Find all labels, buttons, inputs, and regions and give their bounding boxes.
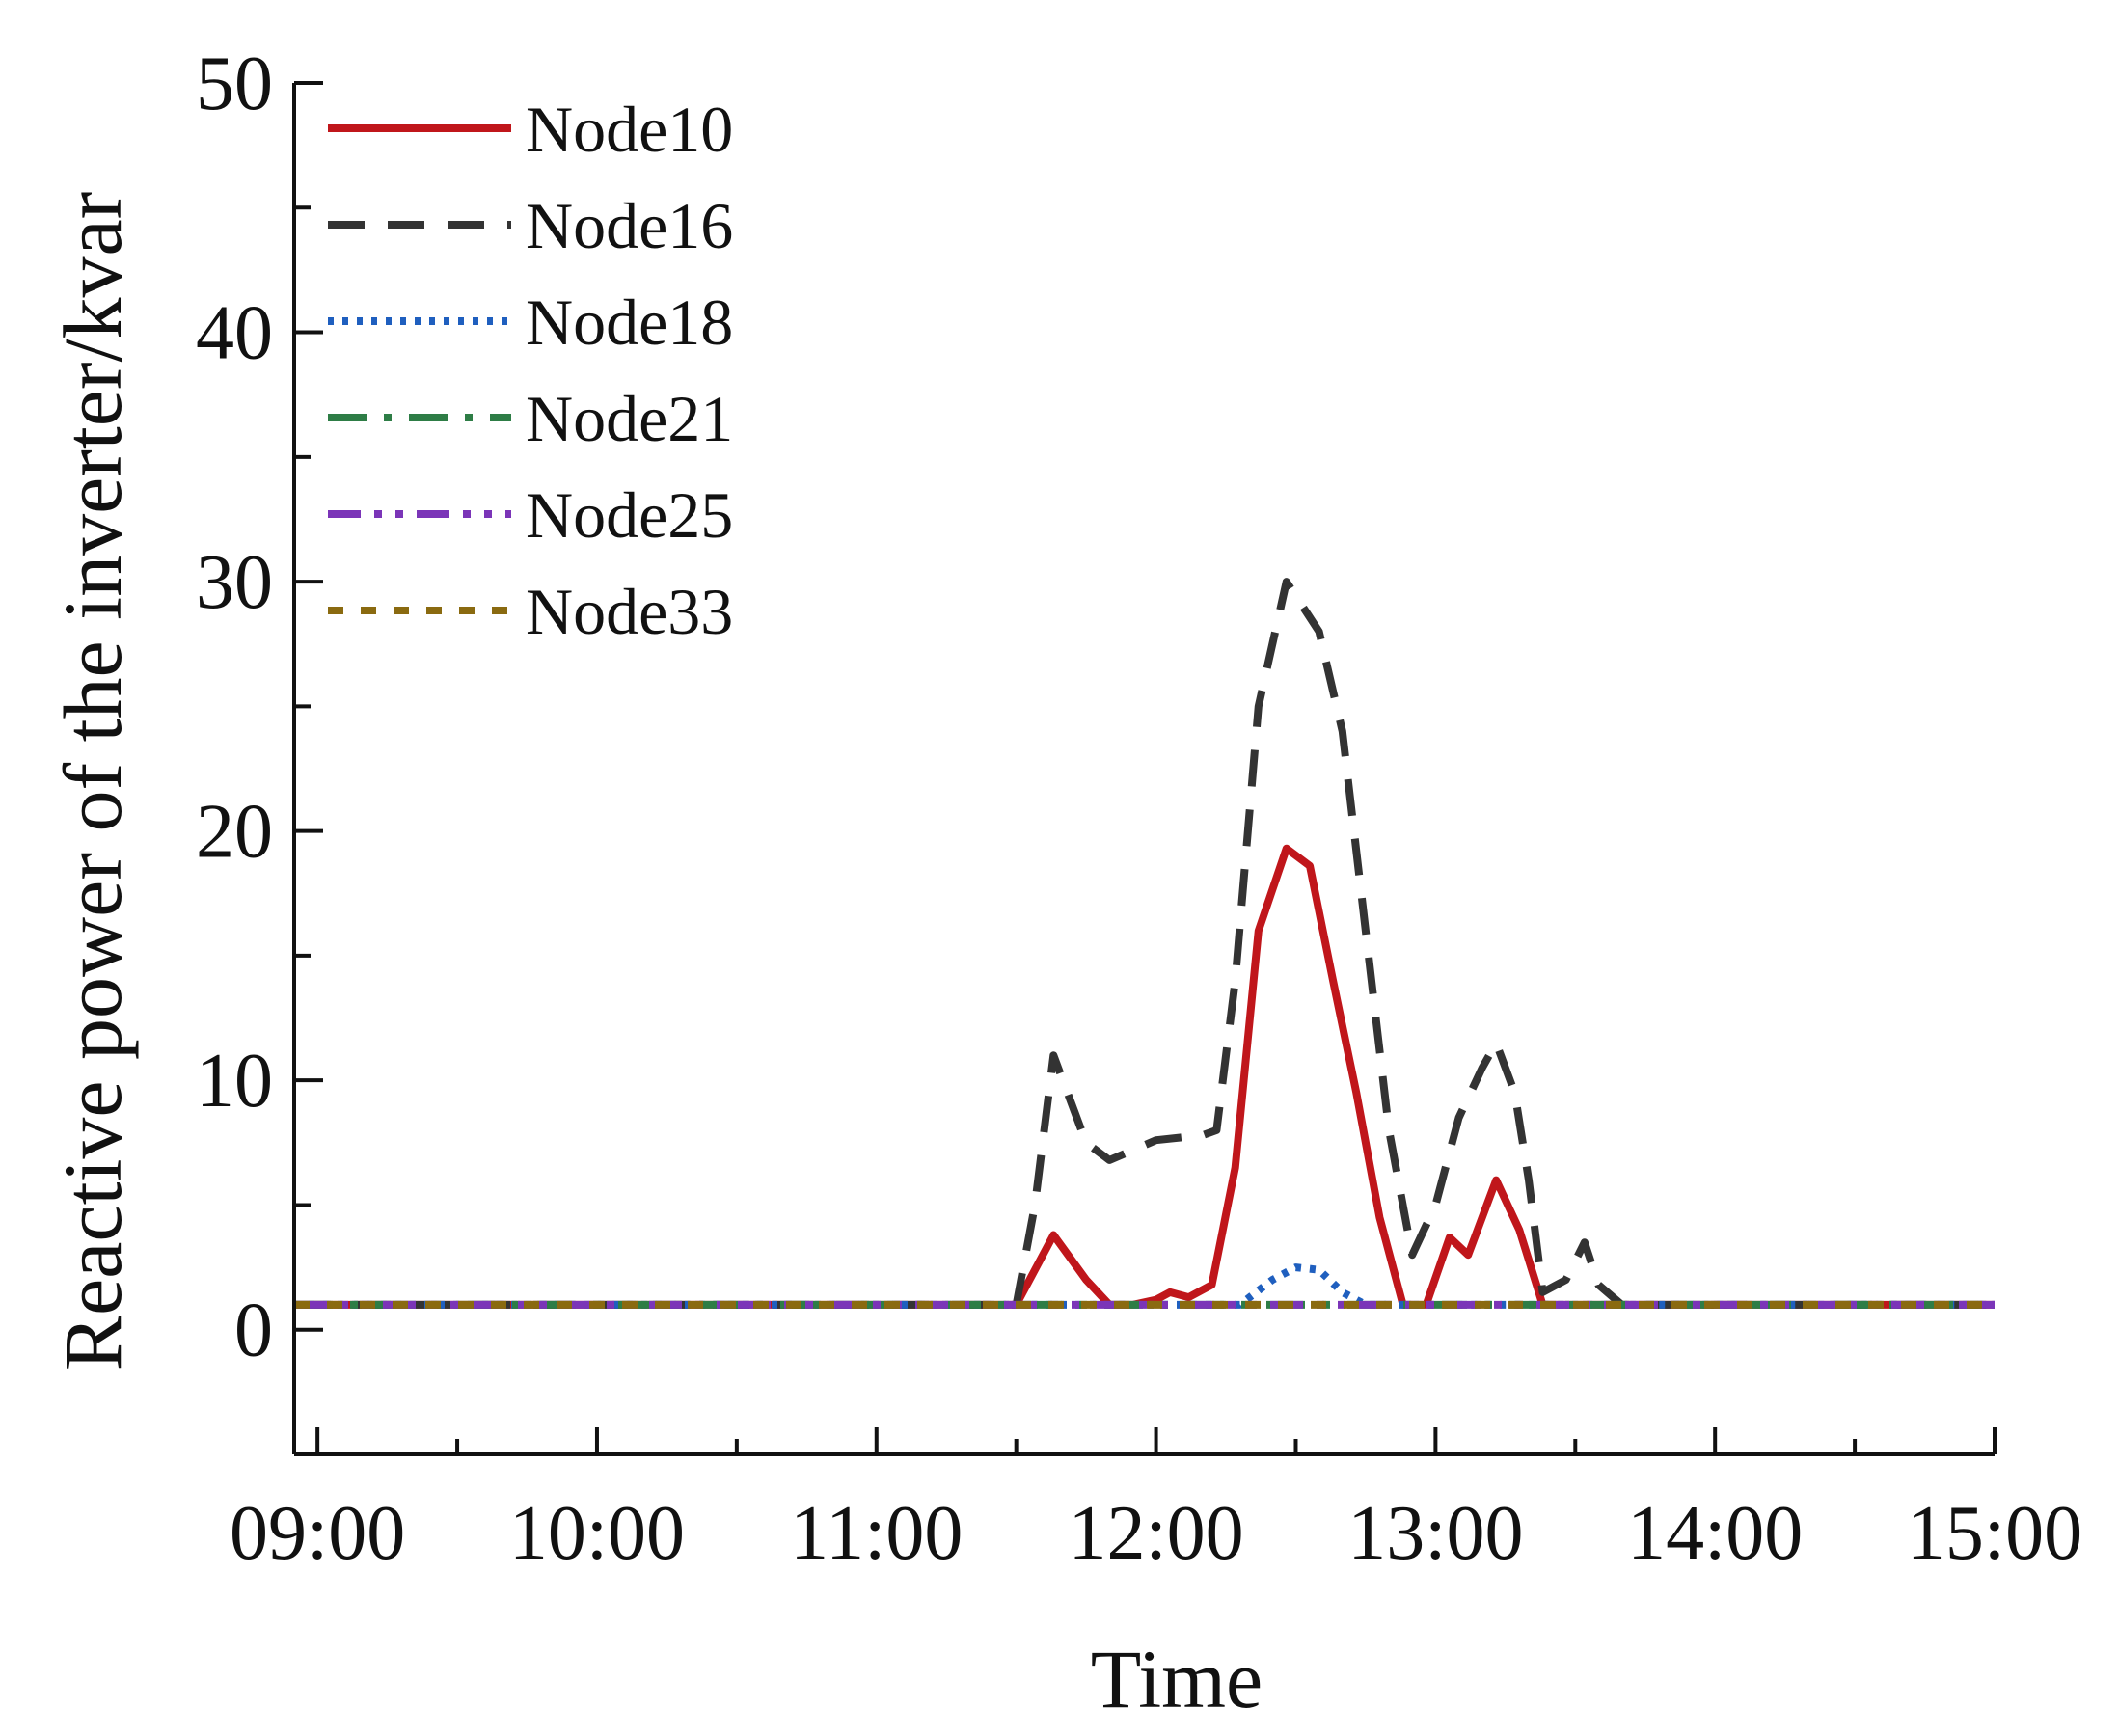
y-tick-label: 20 <box>196 790 273 875</box>
x-tick-label: 15:00 <box>1907 1491 2082 1576</box>
y-tick-label: 0 <box>234 1288 273 1373</box>
y-tick-label: 10 <box>196 1039 273 1124</box>
axes: 0 10 20 30 40 50 09:00 10:00 11:00 12:00 13:00 14:0… <box>196 41 2082 1576</box>
series-line-node10 <box>294 844 1995 1309</box>
y-tick-label: 40 <box>196 291 273 376</box>
x-tick-label: 13:00 <box>1347 1491 1523 1576</box>
legend-label-node21: Node21 <box>526 382 733 455</box>
legend: Node10 Node16 Node18 Node21 Node25 Node33 <box>328 93 733 648</box>
x-axis-label: Time <box>1091 1633 1263 1725</box>
plot-lines <box>294 578 1995 1309</box>
legend-label-node16: Node16 <box>526 189 733 262</box>
y-tick-label: 50 <box>196 41 273 126</box>
x-tick-label: 12:00 <box>1068 1491 1243 1576</box>
x-tick-label: 10:00 <box>509 1491 685 1576</box>
legend-label-node33: Node33 <box>526 575 733 648</box>
x-tick-label: 11:00 <box>790 1491 963 1576</box>
y-tick-label: 30 <box>196 540 273 625</box>
series-line-node16 <box>294 578 1995 1309</box>
legend-label-node18: Node18 <box>526 285 733 359</box>
legend-label-node10: Node10 <box>526 93 733 166</box>
x-tick-label: 14:00 <box>1627 1491 1803 1576</box>
x-tick-label: 09:00 <box>230 1491 405 1576</box>
y-axis-label: Reactive power of the inverter/kvar <box>46 192 139 1371</box>
legend-label-node25: Node25 <box>526 478 733 552</box>
